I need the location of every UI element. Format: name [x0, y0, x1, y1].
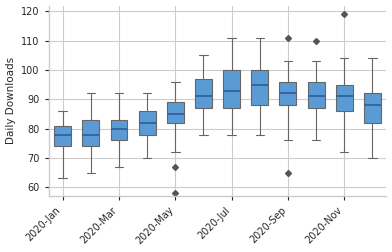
- PathPatch shape: [167, 102, 184, 123]
- PathPatch shape: [139, 111, 156, 135]
- Y-axis label: Daily Downloads: Daily Downloads: [5, 57, 16, 144]
- PathPatch shape: [308, 82, 325, 108]
- PathPatch shape: [223, 70, 240, 108]
- PathPatch shape: [279, 82, 296, 105]
- PathPatch shape: [111, 120, 127, 140]
- PathPatch shape: [336, 85, 353, 111]
- PathPatch shape: [82, 120, 99, 146]
- PathPatch shape: [364, 93, 381, 123]
- PathPatch shape: [54, 126, 71, 146]
- PathPatch shape: [251, 70, 268, 105]
- PathPatch shape: [195, 79, 212, 108]
